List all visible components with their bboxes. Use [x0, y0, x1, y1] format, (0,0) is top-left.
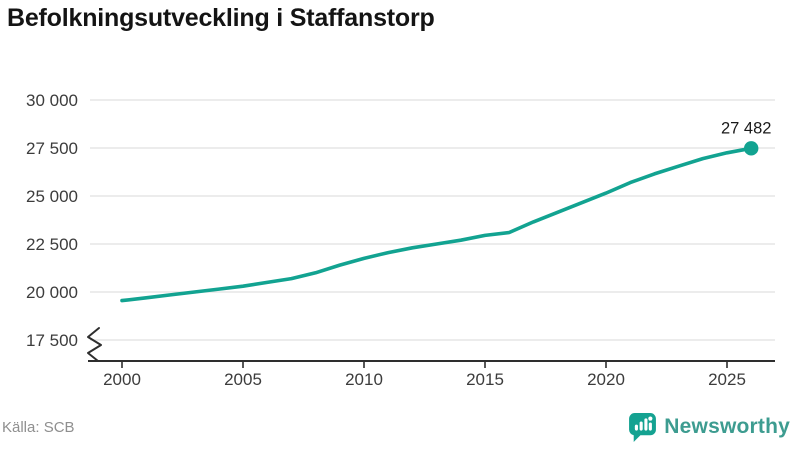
y-tick-label: 20 000	[26, 283, 78, 302]
x-tick-label: 2025	[708, 370, 746, 389]
x-tick-label: 2010	[345, 370, 383, 389]
source-label: Källa: SCB	[2, 418, 75, 436]
axis-break-icon	[87, 327, 102, 362]
newsworthy-bar-chart-bubble-icon	[629, 412, 657, 442]
y-tick-label: 22 500	[26, 235, 78, 254]
chart-footer: Källa: SCB Newsworthy	[0, 410, 800, 450]
newsworthy-wordmark: Newsworthy	[664, 415, 790, 438]
newsworthy-logo: Newsworthy	[628, 412, 790, 443]
x-tick-label: 2005	[224, 370, 262, 389]
y-tick-label: 17 500	[26, 331, 78, 350]
x-tick-label: 2000	[103, 370, 141, 389]
x-tick-label: 2015	[466, 370, 504, 389]
y-tick-label: 27 500	[26, 139, 78, 158]
end-value-label: 27 482	[721, 119, 771, 137]
end-point-marker	[744, 141, 759, 156]
y-tick-label: 25 000	[26, 187, 78, 206]
page-title: Befolkningsutveckling i Staffanstorp	[7, 4, 435, 32]
population-line	[120, 146, 754, 303]
y-tick-label: 30 000	[26, 91, 78, 110]
x-tick-label: 2020	[587, 370, 625, 389]
